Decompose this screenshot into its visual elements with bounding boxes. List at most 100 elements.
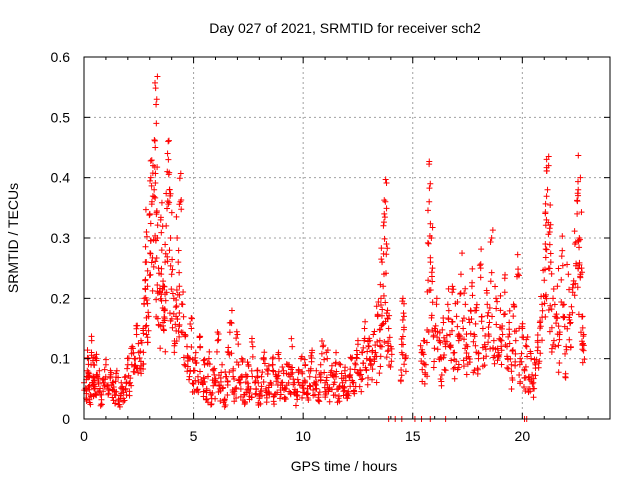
- data-point: [552, 343, 559, 350]
- data-point: [488, 269, 495, 276]
- data-point: [546, 265, 553, 272]
- data-point: [486, 319, 493, 326]
- data-point: [449, 289, 456, 296]
- data-point: [336, 398, 343, 405]
- data-point: [559, 262, 566, 269]
- data-point: [427, 220, 434, 227]
- data-point: [380, 222, 387, 229]
- data-point: [498, 337, 505, 344]
- data-point: [429, 299, 436, 306]
- data-point: [161, 283, 168, 290]
- data-point: [470, 369, 477, 376]
- data-point: [454, 366, 461, 373]
- data-point: [226, 319, 233, 326]
- data-point: [354, 341, 361, 348]
- data-point: [233, 328, 240, 335]
- data-point: [516, 361, 523, 368]
- data-point: [505, 365, 512, 372]
- data-point: [475, 349, 482, 356]
- data-point: [543, 246, 550, 253]
- data-point: [186, 355, 193, 362]
- data-point: [130, 349, 137, 356]
- data-point: [497, 336, 504, 343]
- data-point: [233, 359, 240, 366]
- data-point: [373, 303, 380, 310]
- data-point: [508, 368, 515, 375]
- data-point: [485, 331, 492, 338]
- data-point: [453, 358, 460, 365]
- data-point: [158, 271, 165, 278]
- data-point: [152, 144, 159, 151]
- data-point: [279, 379, 286, 386]
- data-point: [113, 367, 120, 374]
- data-point: [569, 284, 576, 291]
- data-point: [84, 347, 91, 354]
- data-point: [308, 358, 315, 365]
- data-point: [511, 302, 518, 309]
- data-point: [489, 313, 496, 320]
- data-point: [567, 319, 574, 326]
- data-point: [194, 373, 201, 380]
- data-point: [137, 348, 144, 355]
- data-point: [470, 338, 477, 345]
- data-point: [523, 336, 530, 343]
- data-point: [383, 180, 390, 187]
- data-point: [338, 370, 345, 377]
- data-point: [524, 334, 531, 341]
- data-point: [154, 282, 161, 289]
- data-point: [270, 393, 277, 400]
- data-point: [173, 313, 180, 320]
- data-point: [530, 394, 537, 401]
- data-point: [124, 365, 131, 372]
- data-point: [132, 362, 139, 369]
- data-point: [228, 350, 235, 357]
- data-point: [547, 221, 554, 228]
- data-point: [154, 73, 161, 80]
- data-point: [447, 344, 454, 351]
- data-point: [94, 371, 101, 378]
- data-point: [571, 292, 578, 299]
- data-point: [385, 338, 392, 345]
- data-point: [192, 349, 199, 356]
- data-point: [388, 351, 395, 358]
- data-point: [312, 382, 319, 389]
- data-point: [516, 371, 523, 378]
- data-point: [313, 385, 320, 392]
- data-point: [270, 368, 277, 375]
- data-point: [442, 340, 449, 347]
- data-point: [255, 379, 262, 386]
- data-point: [217, 375, 224, 382]
- data-point: [377, 326, 384, 333]
- data-point: [366, 335, 373, 342]
- data-point: [285, 371, 292, 378]
- data-point: [575, 186, 582, 193]
- y-tick-label: 0.5: [51, 109, 71, 125]
- data-point: [518, 350, 525, 357]
- data-point: [290, 381, 297, 388]
- data-point: [146, 211, 153, 218]
- data-point: [148, 201, 155, 208]
- data-point: [301, 379, 308, 386]
- data-point: [513, 327, 520, 334]
- data-point: [440, 315, 447, 322]
- data-point: [95, 375, 102, 382]
- data-point: [402, 354, 409, 361]
- data-point: [103, 356, 110, 363]
- data-point: [200, 357, 207, 364]
- data-point: [354, 351, 361, 358]
- data-point: [350, 388, 357, 395]
- data-point: [364, 338, 371, 345]
- data-point: [548, 270, 555, 277]
- data-point: [121, 374, 128, 381]
- x-tick-label: 15: [405, 428, 421, 444]
- data-point: [493, 321, 500, 328]
- data-point: [481, 362, 488, 369]
- data-point: [385, 325, 392, 332]
- data-point: [167, 262, 174, 269]
- data-point: [581, 356, 588, 363]
- data-point: [520, 384, 527, 391]
- data-point: [574, 190, 581, 197]
- data-point: [522, 342, 529, 349]
- data-point: [308, 352, 315, 359]
- data-point: [260, 356, 267, 363]
